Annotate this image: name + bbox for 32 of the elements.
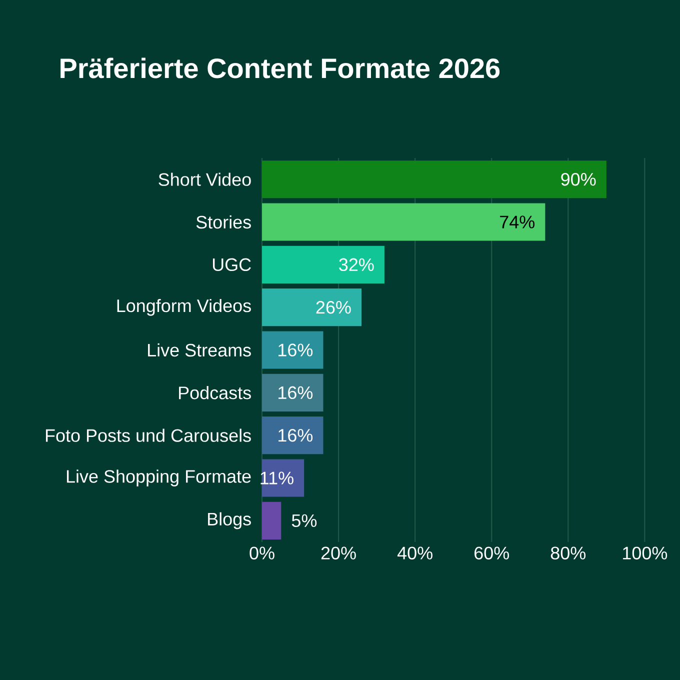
y-tick-label: Short Video	[158, 172, 251, 186]
y-tick-label: Blogs	[208, 512, 251, 530]
y-tick-label: UGC	[212, 258, 251, 272]
y-tick-label: Stories	[196, 215, 251, 229]
data-label: 74%	[500, 216, 534, 228]
x-tick-label: 60%	[474, 546, 509, 560]
bar	[262, 374, 324, 412]
y-tick-label: Podcasts	[179, 386, 251, 400]
data-label: 16%	[278, 386, 313, 400]
bar	[262, 288, 362, 326]
x-tick-label: 0%	[250, 546, 274, 560]
data-label: 5%	[292, 514, 317, 527]
y-tick-label: Foto Posts und Carousels	[46, 428, 251, 442]
data-label: 32%	[339, 258, 374, 272]
data-label: 16%	[278, 344, 313, 356]
data-label: 26%	[316, 300, 351, 314]
y-tick-label: Longform Videos	[117, 298, 251, 316]
chart-title: Präferierte Content Formate 2026	[60, 58, 500, 78]
x-tick-label: 80%	[550, 546, 586, 560]
x-tick-label: 40%	[397, 546, 432, 560]
data-label: 16%	[278, 428, 313, 442]
bar	[262, 416, 324, 454]
bar	[262, 160, 606, 198]
bar	[262, 502, 282, 540]
bar	[262, 203, 546, 241]
y-tick-label: Live Streams	[148, 343, 251, 357]
x-tick-label: 20%	[321, 546, 356, 560]
bar	[262, 331, 324, 369]
y-tick-label: Live Shopping Formate	[66, 470, 251, 486]
data-label: 90%	[561, 172, 596, 186]
x-tick-label: 100%	[623, 546, 668, 560]
bar	[262, 246, 384, 284]
